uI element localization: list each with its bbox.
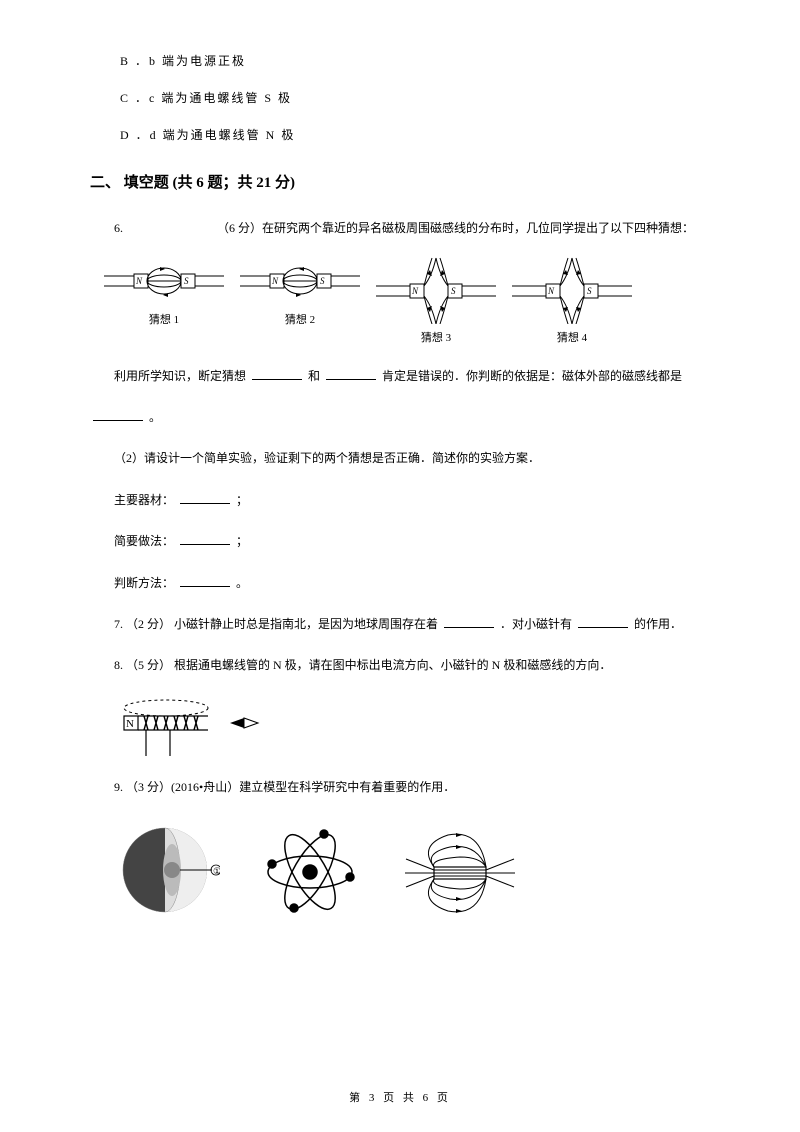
q6-l5b: ； (236, 534, 248, 548)
page-footer: 第 3 页 共 6 页 (0, 1090, 800, 1108)
svg-text:N: N (547, 286, 555, 296)
svg-text:S: S (451, 286, 456, 296)
q6-blank-2[interactable] (326, 366, 376, 380)
q6-l6a: 判断方法： (114, 576, 174, 590)
q6-line2-tail: 。 (90, 404, 710, 430)
q9-line: 9. （3 分）(2016•舟山）建立模型在科学研究中有着重要的作用． (90, 774, 710, 800)
q9-atom-svg (260, 825, 360, 920)
q6-blank-1[interactable] (252, 366, 302, 380)
q6-line6: 判断方法： 。 (90, 570, 710, 596)
q7-line: 7. （2 分） 小磁针静止时总是指南北，是因为地球周围存在着 ．对小磁针有 的… (90, 611, 710, 637)
q6-line4: 主要器材： ； (90, 487, 710, 513)
q6-svg-1: N S (104, 256, 224, 306)
q6-label-1: 猜想 1 (149, 312, 179, 330)
q6-label-4: 猜想 4 (557, 330, 587, 348)
q7-a: 7. （2 分） 小磁针静止时总是指南北，是因为地球周围存在着 (114, 617, 438, 631)
q6-l4b: ； (236, 493, 248, 507)
svg-text:N: N (411, 286, 419, 296)
q6-label-2: 猜想 2 (285, 312, 315, 330)
q6-diagram-1: N S 猜想 1 (104, 256, 224, 348)
q6-svg-3: N S (376, 256, 496, 324)
q6-l2c: 肯定是错误的．你判断的依据是：磁体外部的磁感线都是 (382, 369, 682, 383)
svg-text:S: S (320, 276, 325, 286)
q6-num: 6. (114, 221, 123, 235)
option-c: C ．c 端为通电螺线管 S 极 (120, 89, 710, 108)
q6-l2b: 和 (308, 369, 320, 383)
option-b: B ．b 端为电源正极 (120, 52, 710, 71)
q7-blank-2[interactable] (578, 614, 628, 628)
q6-diagrams: N S 猜想 1 N S 猜想 2 (104, 256, 710, 348)
q9-figures: ① (120, 825, 710, 920)
q6-l5a: 简要做法： (114, 534, 174, 548)
section-2-title: 二、 填空题 (共 6 题；共 21 分) (90, 171, 710, 195)
q6-svg-4: N S (512, 256, 632, 324)
q6-line1: 6. （6 分）在研究两个靠近的异名磁极周围磁感线的分布时，几位同学提出了以下四… (90, 215, 710, 241)
q6-line3: （2）请设计一个简单实验，验证剩下的两个猜想是否正确．简述你的实验方案． (90, 445, 710, 471)
q6-l6b: 。 (236, 576, 248, 590)
q8-svg: N (120, 694, 260, 759)
q6-line2: 利用所学知识，断定猜想 和 肯定是错误的．你判断的依据是：磁体外部的磁感线都是 (90, 363, 710, 389)
svg-text:N: N (135, 276, 143, 286)
q9-magnet-svg (400, 825, 520, 920)
q6-l4a: 主要器材： (114, 493, 174, 507)
q6-label-3: 猜想 3 (421, 330, 451, 348)
q6-diagram-2: N S 猜想 2 (240, 256, 360, 348)
svg-text:N: N (271, 276, 279, 286)
q6-blank-5[interactable] (180, 531, 230, 545)
q7-c: 的作用． (634, 617, 682, 631)
q6-l2d: 。 (149, 410, 161, 424)
q8-figure: N (120, 694, 710, 759)
q8-n-label: N (126, 718, 134, 730)
q7-b: ．对小磁针有 (500, 617, 572, 631)
svg-text:S: S (184, 276, 189, 286)
svg-text:S: S (587, 286, 592, 296)
q6-svg-2: N S (240, 256, 360, 306)
q8-line: 8. （5 分） 根据通电螺线管的 N 极，请在图中标出电流方向、小磁针的 N … (90, 652, 710, 678)
q6-diagram-3: N S 猜想 3 (376, 256, 496, 348)
svg-text:①: ① (213, 866, 220, 876)
q6-diagram-4: N S 猜想 4 (512, 256, 632, 348)
option-d: D ．d 端为通电螺线管 N 极 (120, 126, 710, 145)
q6-blank-4[interactable] (180, 490, 230, 504)
q9-earth-svg: ① (120, 825, 220, 920)
q6-blank-3[interactable] (93, 407, 143, 421)
q6-points: （6 分）在研究两个靠近的异名磁极周围磁感线的分布时，几位同学提出了以下四种猜想… (217, 221, 694, 235)
q7-blank-1[interactable] (444, 614, 494, 628)
q6-l2a: 利用所学知识，断定猜想 (114, 369, 246, 383)
q6-line5: 简要做法： ； (90, 528, 710, 554)
q6-blank-6[interactable] (180, 573, 230, 587)
